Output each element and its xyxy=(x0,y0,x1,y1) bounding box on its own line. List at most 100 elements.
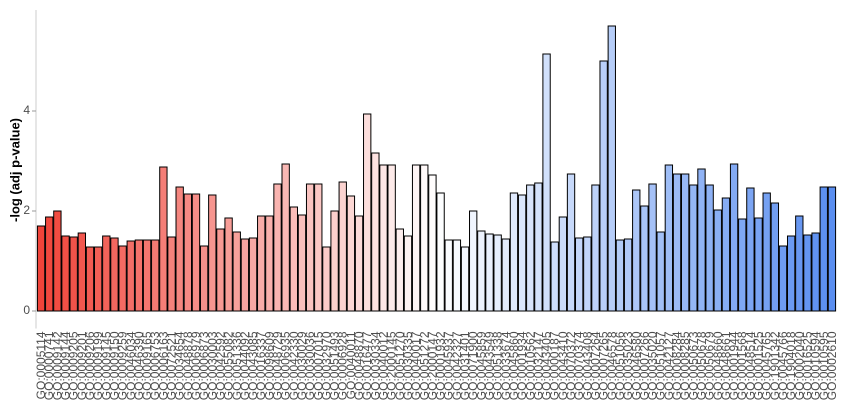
bar xyxy=(770,202,780,312)
bar xyxy=(477,230,486,312)
x-tick-label: GO:0009205 xyxy=(67,331,81,400)
x-tick-label: GO:0045766 xyxy=(776,331,790,400)
x-tick-label: GO:0040017 xyxy=(409,331,423,400)
x-tick-label: GO:0010562 xyxy=(523,331,537,400)
y-tick-label: 2 xyxy=(23,203,30,217)
x-tick-label: GO:0002040 xyxy=(792,331,806,400)
bar xyxy=(705,184,714,312)
x-tick-label: GO:0050673 xyxy=(686,331,700,400)
x-tick-label: GO:0055082 xyxy=(222,331,236,400)
x-tick-label: GO:0042127 xyxy=(662,331,676,400)
x-tick-label: GO:2000147 xyxy=(425,331,439,400)
x-tick-label: GO:0016525 xyxy=(800,331,814,400)
x-tick-label: GO:0050678 xyxy=(694,331,708,400)
y-tick-label: 0 xyxy=(23,303,30,317)
x-tick-label: GO:0032970 xyxy=(319,331,333,400)
bar xyxy=(159,166,168,312)
x-tick-label: GO:0070372 xyxy=(564,331,578,400)
bar xyxy=(110,237,119,312)
x-tick-label: GO:0070374 xyxy=(572,331,586,400)
bar xyxy=(199,245,209,312)
bar xyxy=(778,245,788,312)
x-tick-label: GO:0016477 xyxy=(360,331,374,400)
bar xyxy=(248,237,258,312)
x-tick-label: GO:0030335 xyxy=(401,331,415,400)
bar xyxy=(803,234,812,312)
x-tick-label: GO:0051272 xyxy=(417,331,431,400)
x-tick-label: GO:0048514 xyxy=(743,331,757,400)
x-tick-label: GO:0008284 xyxy=(670,331,684,400)
bar xyxy=(697,168,706,312)
bar xyxy=(232,231,241,312)
bar xyxy=(175,186,184,312)
x-tick-label: GO:0040011 xyxy=(344,331,358,399)
bar xyxy=(363,113,372,312)
x-tick-label: GO:0044092 xyxy=(238,331,252,400)
x-tick-label: GO:0009145 xyxy=(99,331,113,400)
bar xyxy=(151,239,160,312)
x-tick-label: GO:0046580 xyxy=(629,331,643,400)
x-tick-label: GO:0035020 xyxy=(646,331,660,400)
bar xyxy=(354,215,364,312)
x-tick-label: GO:0051056 xyxy=(613,331,627,400)
bar xyxy=(640,205,649,312)
x-tick-label: GO:0009144 xyxy=(59,331,73,400)
x-tick-label: GO:0030334 xyxy=(368,331,382,400)
bar xyxy=(36,225,46,312)
x-tick-label: GO:0042327 xyxy=(450,331,464,400)
bar xyxy=(208,194,217,312)
bar xyxy=(746,187,755,312)
bar xyxy=(118,245,127,312)
bar xyxy=(672,173,682,312)
x-tick-label: GO:2000145 xyxy=(385,331,399,400)
bar xyxy=(729,163,739,312)
bar xyxy=(558,216,568,312)
x-tick-label: GO:0046034 xyxy=(124,331,138,400)
x-tick-label: GO:0007266 xyxy=(637,331,651,400)
bar xyxy=(387,164,396,312)
x-tick-label: GO:0006753 xyxy=(148,331,162,400)
bar xyxy=(338,181,347,312)
bar xyxy=(297,214,307,312)
x-tick-label: GO:0034654 xyxy=(173,331,187,400)
bar xyxy=(411,164,421,312)
x-tick-label: GO:0046578 xyxy=(605,331,619,400)
x-tick-label: GO:0009259 xyxy=(116,331,130,400)
bar xyxy=(623,238,633,312)
x-tick-label: GO:0046390 xyxy=(132,331,146,400)
x-tick-label: GO:0005114 xyxy=(34,331,48,399)
x-tick-label: GO:1901342 xyxy=(768,331,782,400)
x-tick-label: GO:0035023 xyxy=(621,331,635,400)
y-axis-label: -log (adj p-value) xyxy=(7,118,22,222)
bar xyxy=(69,236,78,312)
bar xyxy=(738,218,747,312)
x-tick-label: GO:0045765 xyxy=(760,331,774,400)
bar xyxy=(257,215,266,312)
bar xyxy=(819,186,828,312)
x-tick-label: GO:0098609 xyxy=(262,331,276,400)
x-tick-label: GO:0040012 xyxy=(377,331,391,400)
bar xyxy=(314,183,323,312)
bar xyxy=(444,239,453,312)
bar xyxy=(45,216,54,312)
bar xyxy=(632,189,641,312)
x-tick-label: GO:0071900 xyxy=(466,331,480,400)
x-tick-label: GO:0043549 xyxy=(482,331,496,400)
bar xyxy=(526,184,535,312)
x-tick-label: GO:0009165 xyxy=(140,331,154,400)
bar xyxy=(664,164,674,312)
bar xyxy=(713,209,722,312)
bar xyxy=(615,239,625,312)
bar xyxy=(273,183,282,312)
x-tick-label: GO:0000187 xyxy=(548,331,562,400)
bar xyxy=(420,164,429,312)
x-tick-label: GO:0008285 xyxy=(678,331,692,400)
x-tick-label: GO:0001568 xyxy=(735,331,749,400)
x-tick-label: GO:0030003 xyxy=(205,331,219,400)
bar xyxy=(762,192,771,312)
bar xyxy=(224,217,233,312)
bar xyxy=(827,186,837,312)
bar xyxy=(575,237,584,312)
x-tick-label: GO:0001932 xyxy=(434,331,448,400)
